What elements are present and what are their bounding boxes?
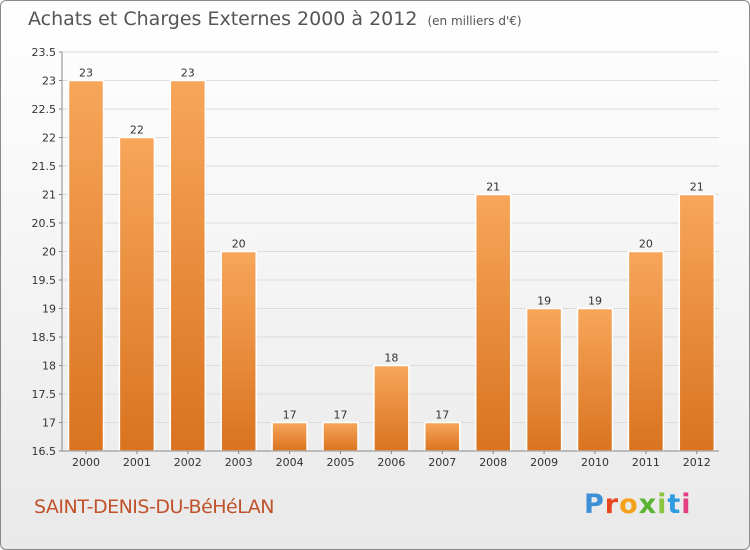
logo-letter: i: [681, 489, 692, 520]
y-tick-label: 18: [42, 360, 56, 373]
bar: [169, 79, 207, 452]
bar: [322, 421, 359, 452]
y-tick-label: 20: [42, 246, 56, 259]
proxiti-logo: Proxiti: [584, 489, 692, 520]
y-tick-label: 20.5: [32, 217, 57, 230]
x-tick-label: 2003: [225, 456, 253, 469]
y-tick-label: 16.5: [32, 445, 57, 458]
bar: [220, 250, 257, 452]
x-tick-label: 2009: [530, 456, 558, 469]
data-label: 18: [384, 352, 398, 365]
bar: [627, 250, 665, 452]
y-tick-label: 23: [42, 75, 56, 88]
bar: [373, 364, 410, 452]
data-label: 21: [690, 181, 704, 194]
data-label: 19: [588, 295, 602, 308]
data-label: 22: [130, 124, 144, 137]
bar: [271, 421, 308, 452]
x-tick-label: 2006: [377, 456, 405, 469]
logo-letter: x: [638, 489, 658, 520]
y-tick-label: 19.5: [32, 274, 57, 287]
bar: [576, 307, 614, 452]
y-tick-label: 17: [42, 417, 56, 430]
bar: [424, 421, 461, 452]
chart-title: Achats et Charges Externes 2000 à 2012 (e…: [28, 8, 522, 30]
data-label: 17: [334, 409, 348, 422]
logo-letter: t: [667, 489, 682, 520]
logo-letter: i: [657, 489, 668, 520]
x-tick-label: 2001: [123, 456, 151, 469]
chart-subtitle: (en milliers d'€): [427, 14, 522, 28]
data-label: 17: [435, 409, 449, 422]
logo-letter: r: [604, 489, 620, 520]
x-tick-label: 2008: [479, 456, 507, 469]
y-tick-label: 23.5: [32, 46, 57, 59]
x-tick-label: 2004: [276, 456, 304, 469]
x-tick-label: 2007: [428, 456, 456, 469]
y-tick-label: 21.5: [32, 160, 57, 173]
x-tick-label: 2010: [581, 456, 609, 469]
y-tick-label: 17.5: [32, 388, 57, 401]
y-tick-label: 22: [42, 132, 56, 145]
data-label: 21: [486, 181, 500, 194]
axis-layer: 16.5 17 17.5 18 18.5 19 19.5 20 20.5 21 21.5 22 22.5…: [32, 46, 719, 469]
bar: [678, 193, 716, 452]
bars-layer: 23 22 23 20 17 17 18 17 21 19 19 20 21: [67, 67, 716, 452]
data-label: 17: [283, 409, 297, 422]
bar: [67, 79, 105, 452]
commune-name: SAINT-DENIS-DU-BéHéLAN: [34, 496, 274, 518]
data-label: 23: [181, 67, 195, 80]
x-tick-label: 2011: [632, 456, 660, 469]
logo-letter: P: [584, 489, 605, 520]
x-tick-label: 2012: [683, 456, 711, 469]
x-tick-label: 2005: [327, 456, 355, 469]
x-tick-label: 2002: [174, 456, 202, 469]
y-tick-label: 18.5: [32, 331, 57, 344]
y-tick-label: 19: [42, 303, 56, 316]
y-tick-label: 22.5: [32, 103, 57, 116]
data-label: 20: [232, 238, 246, 251]
bar: [474, 193, 512, 452]
data-label: 19: [537, 295, 551, 308]
y-tick-label: 21: [42, 189, 56, 202]
bar: [525, 307, 563, 452]
logo-letter: o: [619, 489, 639, 520]
data-label: 23: [79, 67, 93, 80]
data-label: 20: [639, 238, 653, 251]
x-tick-label: 2000: [72, 456, 100, 469]
bar: [118, 136, 156, 452]
chart-title-text: Achats et Charges Externes 2000 à 2012: [28, 8, 418, 30]
